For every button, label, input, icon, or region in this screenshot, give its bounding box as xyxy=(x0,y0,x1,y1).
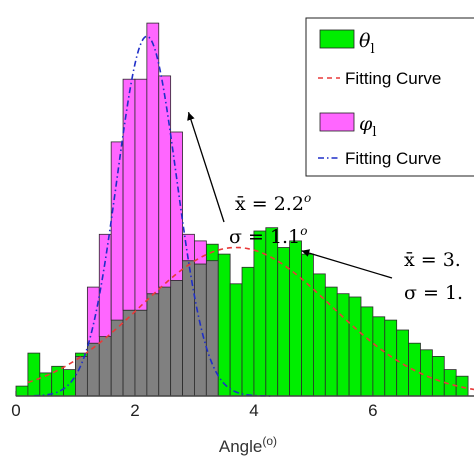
x-tick-label: 0 xyxy=(11,401,20,420)
x-tick-label: 6 xyxy=(368,401,377,420)
theta-bar xyxy=(396,329,409,397)
theta-bar xyxy=(372,316,386,397)
theta-bar xyxy=(348,296,362,397)
overlap-bar xyxy=(158,286,172,397)
theta-bar xyxy=(27,352,41,397)
theta-bar xyxy=(312,273,326,397)
legend-phi-label: φl xyxy=(359,113,376,140)
theta-bar xyxy=(217,253,231,397)
x-ticks: 0 2 4 6 xyxy=(11,391,378,420)
overlap-bar xyxy=(134,309,148,397)
theta-bar xyxy=(384,319,398,397)
theta-bar xyxy=(420,349,433,397)
phi-bar xyxy=(86,286,100,344)
overlap-bar xyxy=(194,263,207,397)
overlap-bar xyxy=(182,260,195,397)
phi-bar xyxy=(98,233,112,338)
theta-bar xyxy=(431,355,445,397)
phi-stats-annotation: x̄ = 2.2o σ = 1.1o xyxy=(187,112,311,248)
theta-bar xyxy=(15,385,29,397)
overlap-bar xyxy=(122,309,136,397)
phi-sigma-text: σ = 1.1o xyxy=(229,224,307,248)
theta-bar xyxy=(229,283,243,397)
x-axis-label: Angle(o) xyxy=(219,434,277,456)
phi-bar xyxy=(134,78,148,311)
legend-theta-patch xyxy=(319,29,355,49)
theta-bar xyxy=(360,306,374,397)
overlap-bar xyxy=(86,342,100,397)
theta-bar xyxy=(289,240,302,397)
theta-bar xyxy=(336,293,350,397)
phi-bar xyxy=(110,141,124,321)
legend-theta-label: θl xyxy=(359,30,375,57)
phi-histogram xyxy=(86,22,207,344)
plot-area xyxy=(15,22,474,397)
x-tick-label: 2 xyxy=(130,401,139,420)
x-tick-label: 4 xyxy=(249,401,258,420)
phi-annotation-arrow xyxy=(187,112,225,223)
overlap-bar xyxy=(170,280,183,397)
theta-bar xyxy=(63,369,76,397)
phi-fitting-curve xyxy=(33,35,272,397)
legend-theta-fit-label: Fitting Curve xyxy=(345,69,441,88)
theta-bar xyxy=(265,227,279,397)
theta-bar xyxy=(241,266,255,397)
theta-bar xyxy=(301,253,314,397)
phi-bar xyxy=(158,75,172,288)
theta-fitting-curve xyxy=(27,246,474,391)
theta-bar xyxy=(455,375,469,397)
legend-phi-fit-label: Fitting Curve xyxy=(345,149,441,168)
theta-bar xyxy=(324,286,338,397)
theta-mean-text: x̄ = 3. xyxy=(404,249,461,271)
theta-bar xyxy=(253,230,267,397)
phi-bar xyxy=(194,240,207,265)
phi-mean-text: x̄ = 2.2o xyxy=(235,191,311,215)
overlap-bar xyxy=(205,260,219,397)
phi-bar xyxy=(170,131,183,281)
theta-annotation-arrow xyxy=(301,249,393,279)
theta-histogram xyxy=(15,227,469,397)
legend: θl Fitting Curve φl Fitting Curve xyxy=(305,17,474,177)
theta-stats-annotation: x̄ = 3. σ = 1. xyxy=(301,249,463,304)
overlap-bar xyxy=(98,336,112,397)
phi-bar xyxy=(122,78,136,311)
phi-bar xyxy=(146,22,160,295)
theta-bar xyxy=(277,247,291,397)
legend-phi-patch xyxy=(319,112,355,132)
overlap-bar xyxy=(146,293,160,397)
theta-sigma-text: σ = 1. xyxy=(404,282,463,304)
